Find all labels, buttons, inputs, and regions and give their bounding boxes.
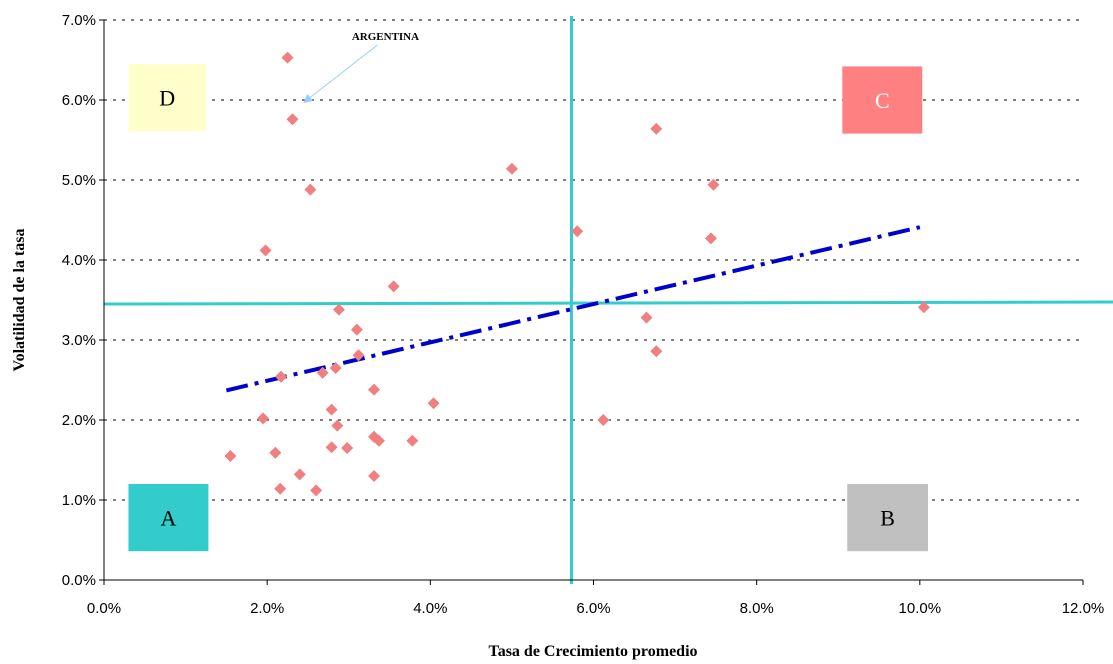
data-point — [368, 383, 381, 396]
data-point — [571, 225, 584, 238]
data-point — [331, 419, 344, 432]
data-point — [387, 280, 400, 293]
y-tick-label: 7.0% — [62, 12, 96, 29]
quadrant-label-c: C — [875, 88, 890, 113]
data-point — [293, 468, 306, 481]
data-point — [257, 412, 270, 425]
trend-line-layer — [225, 225, 921, 393]
trend-line — [225, 225, 921, 393]
data-points — [224, 51, 930, 497]
data-point — [310, 484, 323, 497]
y-tick-label: 0.0% — [62, 572, 96, 589]
quadrant-label-b: B — [880, 506, 895, 531]
data-point — [350, 323, 363, 336]
quadrant-label-d: D — [159, 86, 175, 111]
annotations: ARGENTINA — [303, 31, 419, 103]
quadrant-boxes: D C A B — [128, 64, 928, 552]
x-tick-label: 10.0% — [899, 600, 942, 617]
data-point — [352, 349, 365, 362]
data-point — [917, 301, 930, 314]
y-tick-label: 2.0% — [62, 412, 96, 429]
reference-lines — [103, 16, 1113, 584]
data-point — [281, 51, 294, 64]
data-point — [274, 482, 287, 495]
y-tick-label: 6.0% — [62, 92, 96, 109]
annotation-arrow — [303, 44, 378, 103]
x-tick-label: 6.0% — [576, 600, 610, 617]
data-point — [406, 434, 419, 447]
data-point — [332, 303, 345, 316]
quadrant-box-d — [128, 64, 206, 132]
data-point — [329, 362, 342, 374]
data-point — [224, 450, 237, 462]
data-point — [269, 446, 282, 459]
y-tick-label: 5.0% — [62, 172, 96, 189]
data-point — [259, 244, 272, 257]
data-point — [325, 441, 338, 454]
data-point — [325, 403, 338, 416]
data-point — [341, 442, 354, 454]
annotation-label: ARGENTINA — [352, 31, 419, 43]
data-point — [286, 113, 299, 126]
data-point — [597, 414, 610, 426]
quadrant-box-c — [842, 66, 923, 134]
data-point — [650, 122, 663, 135]
y-tick-label: 1.0% — [62, 492, 96, 509]
x-tick-label: 2.0% — [250, 600, 284, 617]
quadrant-box-a — [128, 484, 209, 552]
horizontal-reference-line — [103, 300, 1113, 306]
tick-labels: 0.0% 1.0% 2.0% 3.0% 4.0% 5.0% 6.0% 7.0% 0.0% 2.0%… — [62, 12, 1104, 617]
data-point — [650, 345, 663, 358]
x-tick-label: 0.0% — [87, 600, 121, 617]
data-point — [427, 397, 440, 410]
x-tick-label: 12.0% — [1062, 600, 1105, 617]
data-point — [368, 470, 381, 482]
x-tick-label: 4.0% — [413, 600, 447, 617]
quadrant-box-b — [847, 484, 928, 552]
axes — [103, 20, 1083, 581]
x-tick-label: 8.0% — [740, 600, 774, 617]
x-axis-title: Tasa de Crecimiento promedio — [488, 643, 697, 660]
data-point — [707, 178, 720, 191]
data-point — [640, 311, 653, 324]
data-point — [704, 232, 717, 245]
y-axis-title: Volatilidad de la tasa — [11, 229, 28, 372]
y-tick-label: 3.0% — [62, 332, 96, 349]
data-point — [316, 366, 329, 379]
data-point — [304, 183, 317, 196]
data-point — [275, 370, 288, 383]
data-point — [372, 434, 385, 447]
y-tick-label: 4.0% — [62, 252, 96, 269]
data-point — [505, 162, 518, 175]
quadrant-label-a: A — [161, 506, 177, 531]
